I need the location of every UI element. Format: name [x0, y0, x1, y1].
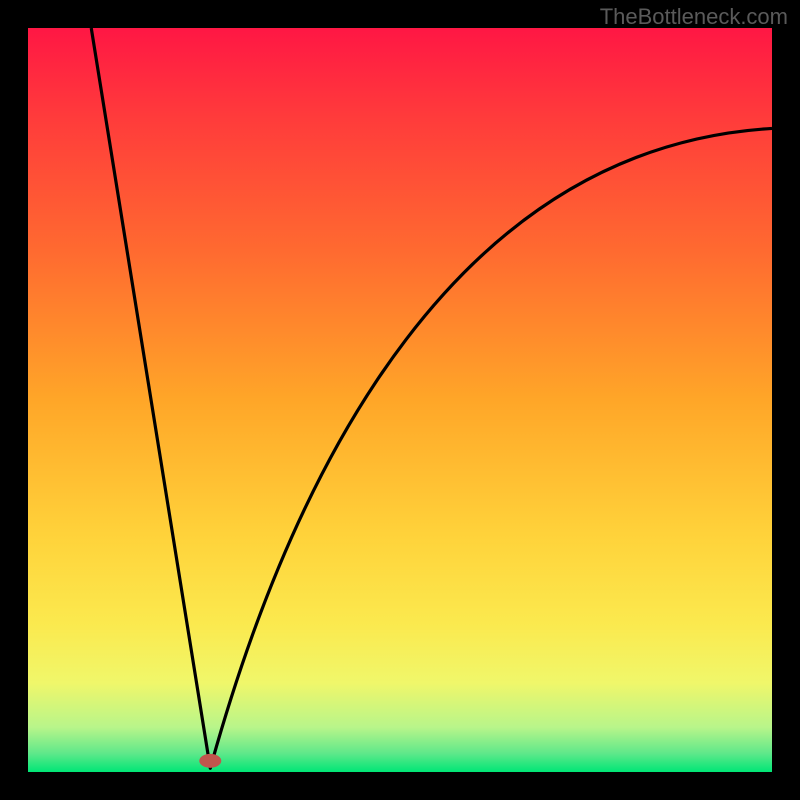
chart-svg [0, 0, 800, 800]
minimum-marker [199, 754, 221, 768]
watermark-text: TheBottleneck.com [600, 4, 788, 30]
plot-background [28, 28, 772, 772]
chart-root: TheBottleneck.com [0, 0, 800, 800]
